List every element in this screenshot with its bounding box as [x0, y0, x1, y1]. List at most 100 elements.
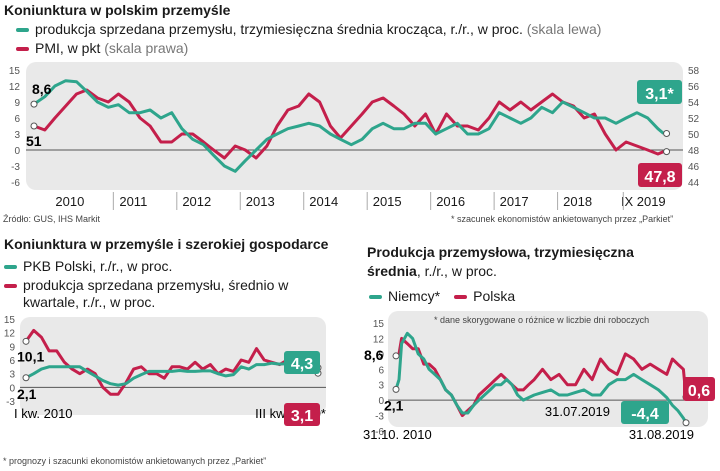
x-tick: 2012	[182, 194, 211, 209]
x-tick: 2016	[436, 194, 465, 209]
top-source: Źródło: GUS, IHS Markit	[3, 214, 101, 224]
y-tick: 9	[378, 350, 384, 361]
y-tick-left: -6	[11, 178, 20, 189]
y-tick: 12	[4, 329, 16, 340]
badge-pmi-end: 47,8	[644, 169, 675, 186]
legend-swatch-green	[369, 295, 382, 299]
legend-swatch-red	[454, 295, 468, 299]
x-tick-start: I kw. 2010	[14, 406, 73, 421]
badge-polska-end-box	[683, 377, 715, 401]
legend-label: produkcja sprzedana przemysłu, trzymiesi…	[35, 21, 523, 37]
legend-label: PKB Polski, r./r., w proc.	[23, 258, 173, 274]
y-tick: 6	[378, 365, 384, 376]
series-line-production	[33, 79, 665, 173]
bl-legend-item-gdp: PKB Polski, r./r., w proc.	[4, 258, 172, 274]
badge-production-end-box	[637, 80, 682, 104]
label-start-gdp: 2,1	[17, 386, 37, 402]
y-tick-right: 52	[688, 114, 700, 125]
legend-label-niemcy: Niemcy*	[388, 288, 441, 304]
br-title-bold2: średnia	[367, 263, 417, 279]
br-title-rest2: , r./r., w proc.	[416, 263, 497, 279]
y-tick: 15	[4, 315, 16, 326]
y-tick: 3	[378, 381, 384, 392]
badge-production-end-box	[284, 403, 320, 426]
start-dot-pmi	[30, 122, 38, 130]
end-dot-production	[663, 129, 671, 137]
legend-swatch-green	[16, 28, 29, 32]
x-tick-end: 31.08.2019	[629, 427, 694, 442]
legend-swatch-red	[4, 284, 17, 288]
x-tick: 2014	[309, 194, 338, 209]
y-tick: 9	[9, 342, 15, 353]
legend-label: PMI, w pkt	[35, 40, 101, 56]
x-tick: 2013	[246, 194, 275, 209]
y-tick-right: 54	[688, 98, 700, 109]
br-chart: 15 12 9 6 3 0 -3 -6 31.10. 2010 31.08.2019 8,6 2,…	[363, 311, 715, 442]
series-line-production	[24, 328, 319, 396]
y-tick-left: 15	[9, 66, 21, 77]
y-tick-left: 3	[14, 130, 20, 141]
legend-note: (skala prawa)	[104, 40, 189, 56]
series-line-niemcy	[394, 331, 688, 424]
br-legend: Niemcy* Polska	[369, 288, 515, 304]
y-tick: 15	[373, 319, 385, 330]
y-tick-left: 12	[9, 82, 21, 93]
x-tick: 2015	[373, 194, 402, 209]
start-dot-production	[30, 100, 38, 108]
series-line-gdp	[25, 361, 319, 387]
label-start-pmi: 51	[26, 133, 42, 149]
y-tick-right: 46	[688, 162, 700, 173]
x-tick: 2010	[55, 194, 84, 209]
y-tick: 12	[373, 334, 385, 345]
legend-label-polska: Polska	[473, 288, 516, 304]
y-tick-left: -3	[11, 162, 20, 173]
top-footnote: * szacunek ekonomistów ankietowanych prz…	[451, 214, 674, 224]
y-tick-left: 9	[14, 98, 20, 109]
y-tick: 6	[9, 356, 15, 367]
y-tick-right: 50	[688, 130, 700, 141]
y-tick: 0	[9, 383, 15, 394]
br-note: * dane skorygowane o różnice w liczbie d…	[434, 315, 650, 325]
br-chart-title: Produkcja przemysłowa, trzymiesięczna śr…	[367, 243, 634, 281]
label-start-production: 10,1	[17, 348, 44, 364]
series-line-polska	[395, 336, 688, 418]
label-mid-date: 31.07.2019	[545, 404, 610, 419]
y-tick-right: 48	[688, 146, 700, 157]
start-dot-polska	[392, 352, 400, 360]
y-tick: -3	[375, 412, 384, 423]
y-tick-right: 56	[688, 82, 700, 93]
badge-polska-end: 0,6	[688, 383, 710, 400]
x-tick-start: 31.10. 2010	[363, 427, 432, 442]
legend-swatch-green	[4, 265, 17, 269]
badge-gdp-end-box	[284, 351, 320, 374]
y-tick: -3	[6, 397, 15, 408]
y-tick: -6	[375, 427, 384, 438]
x-tick: 2017	[500, 194, 529, 209]
badge-niemcy-end-box	[621, 401, 669, 424]
x-tick: 2018	[563, 194, 592, 209]
chart-panel	[26, 62, 683, 190]
top-legend-item-pmi: PMI, w pkt (skala prawa)	[16, 40, 188, 56]
top-legend-item-production: produkcja sprzedana przemysłu, trzymiesi…	[16, 21, 601, 37]
badge-niemcy-end: -4,4	[631, 406, 659, 423]
legend-swatch-red	[16, 47, 29, 51]
bl-footnote: * prognozy i szacunki ekonomistów ankiet…	[3, 456, 267, 466]
x-tick: IX 2019	[621, 194, 666, 209]
top-chart-title: Koniunktura w polskim przemyśle	[4, 2, 231, 18]
y-tick: 3	[9, 370, 15, 381]
label-start-production: 8,6	[32, 81, 52, 97]
badge-pmi-end-box	[638, 163, 682, 187]
badge-production-end: 3,1	[291, 408, 313, 425]
end-dot-pmi	[663, 148, 671, 156]
bl-chart-title: Koniunktura w przemyśle i szerokiej gosp…	[4, 236, 329, 252]
label-start-polska: 8,6	[364, 347, 384, 363]
y-tick-left: 6	[14, 114, 20, 125]
chart-panel	[388, 311, 708, 427]
y-tick: 0	[378, 396, 384, 407]
bl-legend-item-production: produkcja sprzedana przemysłu, średnio w…	[4, 277, 334, 311]
badge-gdp-end: 4,3	[291, 356, 313, 373]
label-start-niemcy: 2,1	[384, 397, 404, 413]
legend-note: (skala lewa)	[526, 21, 602, 37]
y-tick-right: 58	[688, 66, 700, 77]
